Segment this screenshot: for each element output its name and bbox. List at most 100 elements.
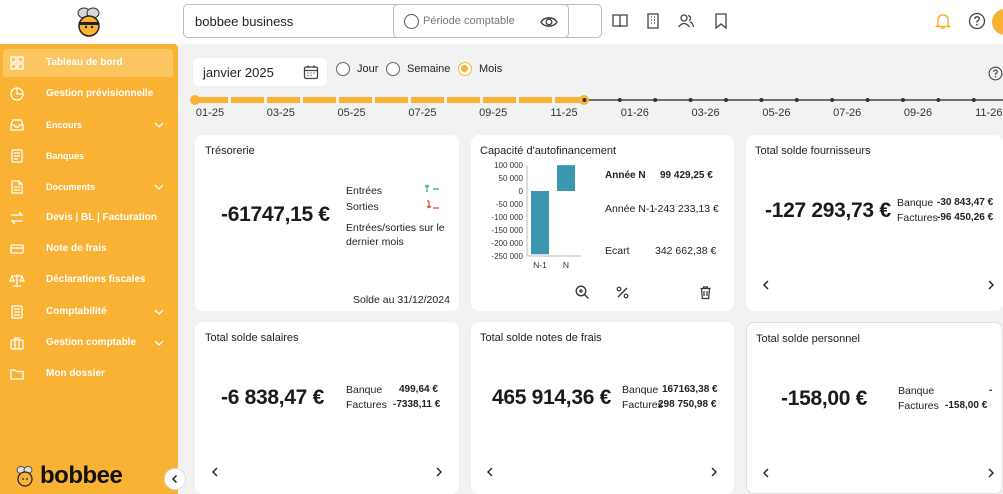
sidebar-item-comptabilite[interactable]: Comptabilité xyxy=(3,298,173,326)
calendar-icon[interactable] xyxy=(303,64,319,80)
timeline-label[interactable]: 05-26 xyxy=(762,107,791,119)
timeline-label[interactable]: 11-26 xyxy=(975,107,1003,119)
zoom-in-icon[interactable] xyxy=(575,285,590,300)
timeline-label[interactable]: 07-26 xyxy=(833,107,862,119)
x-tick-label: N-1 xyxy=(533,260,547,270)
radio-jour-label: Jour xyxy=(357,63,379,75)
date-picker[interactable]: janvier 2025 xyxy=(193,58,327,86)
exchange-icon xyxy=(10,211,24,225)
radio-mois-label: Mois xyxy=(479,63,503,75)
sidebar-item-documents[interactable]: Documents xyxy=(3,173,173,201)
annee-n-value: 99 429,25 € xyxy=(660,170,713,181)
bell-icon[interactable] xyxy=(934,12,952,30)
radio-jour[interactable] xyxy=(336,62,350,76)
sidebar-item-banques[interactable]: Banques xyxy=(3,142,173,170)
briefcase-icon xyxy=(10,337,24,350)
bookmark-icon[interactable] xyxy=(712,12,730,30)
sidebar-item-declarations-fiscales[interactable]: Déclarations fiscales xyxy=(3,266,173,294)
sidebar-item-tableau-de-bord[interactable]: Tableau de bord xyxy=(3,49,173,77)
timeline-label[interactable]: 01-26 xyxy=(620,107,649,119)
percent-icon[interactable] xyxy=(615,285,630,300)
timeline-dot[interactable] xyxy=(901,98,905,102)
timeline-label[interactable]: 11-25 xyxy=(550,107,578,119)
collapse-sidebar-button[interactable] xyxy=(164,468,186,490)
sidebar-item-note-de-frais[interactable]: Note de frais xyxy=(3,235,173,263)
banque-label: Banque xyxy=(346,384,383,396)
building-icon[interactable] xyxy=(644,12,662,30)
sidebar-item-label: Comptabilité xyxy=(46,306,107,317)
radio-semaine[interactable] xyxy=(386,62,400,76)
period-radio[interactable] xyxy=(404,14,419,29)
sidebar-item-label: Encours xyxy=(46,120,83,130)
chevron-left-icon[interactable] xyxy=(760,279,772,291)
timeline-dot[interactable] xyxy=(936,98,941,102)
timeline-dot[interactable] xyxy=(971,98,976,102)
factures-label: Factures xyxy=(897,212,938,224)
fournisseurs-amount: -127 293,73 € xyxy=(765,199,891,222)
timeline-start-handle[interactable] xyxy=(190,95,200,105)
factures-label: Factures xyxy=(346,399,387,411)
help-icon[interactable] xyxy=(988,66,1003,81)
bar-n-1 xyxy=(531,191,549,255)
card-title: Capacité d'autofinancement xyxy=(480,145,617,157)
timeline-dot[interactable] xyxy=(582,98,587,102)
timeline[interactable]: 01-25 03-25 05-25 07-25 09-25 11-25 01-26 03-26… xyxy=(190,92,1003,122)
timeline-dot[interactable] xyxy=(830,98,835,102)
chevron-left-icon[interactable] xyxy=(484,466,496,478)
tresorerie-footer: Solde au 31/12/2024 xyxy=(353,294,450,306)
arrow-out-icon xyxy=(426,200,439,209)
timeline-track[interactable] xyxy=(190,92,1003,106)
chart-axis xyxy=(526,165,581,257)
chevron-left-icon[interactable] xyxy=(760,467,772,479)
banque-label: Banque xyxy=(622,384,659,396)
period-selector[interactable]: Période comptable xyxy=(393,4,602,38)
sidebar-item-gestion-comptable[interactable]: Gestion comptable xyxy=(3,329,173,357)
banque-value: 167163,38 € xyxy=(662,384,718,395)
chevron-left-icon xyxy=(171,474,178,484)
card-title: Trésorerie xyxy=(205,145,255,157)
timeline-dot[interactable] xyxy=(865,98,870,102)
trash-icon[interactable] xyxy=(698,285,713,300)
sidebar-item-mon-dossier[interactable]: Mon dossier xyxy=(3,360,173,388)
chevron-left-icon[interactable] xyxy=(209,466,221,478)
factures-value: -7338,11 € xyxy=(393,399,441,410)
help-icon[interactable] xyxy=(968,12,986,30)
timeline-label[interactable]: 01-25 xyxy=(195,107,225,119)
radio-mois[interactable] xyxy=(458,62,472,76)
timeline-dot[interactable] xyxy=(688,98,693,102)
chevron-right-icon[interactable] xyxy=(433,466,445,478)
timeline-dot[interactable] xyxy=(617,98,622,102)
chevron-right-icon[interactable] xyxy=(708,466,720,478)
company-selector[interactable]: bobbee business xyxy=(183,4,569,38)
bank-icon xyxy=(11,149,23,163)
timeline-dot[interactable] xyxy=(724,98,728,102)
sidebar-item-gestion-previsionnelle[interactable]: Gestion prévisionnelle xyxy=(3,80,173,108)
chevron-right-icon[interactable] xyxy=(985,279,997,291)
users-icon[interactable] xyxy=(677,12,695,30)
tresorerie-amount: -61747,15 € xyxy=(221,203,330,226)
bee-logo-icon[interactable] xyxy=(72,6,106,38)
sidebar-item-label: Banques xyxy=(46,151,85,161)
timeline-dot[interactable] xyxy=(759,98,764,102)
sidebar-item-devis-bl-facturation[interactable]: Devis | BL | Facturation xyxy=(3,204,173,232)
timeline-dot[interactable] xyxy=(653,98,658,102)
sidebar-item-label: Tableau de bord xyxy=(46,57,123,68)
folder-icon xyxy=(10,369,24,380)
book-icon[interactable] xyxy=(611,12,629,30)
chevron-down-icon[interactable] xyxy=(153,337,165,349)
chevron-right-icon[interactable] xyxy=(985,467,997,479)
chevron-down-icon[interactable] xyxy=(153,306,165,318)
timeline-label[interactable]: 05-25 xyxy=(337,107,366,119)
chevron-down-icon[interactable] xyxy=(153,181,165,193)
timeline-label[interactable]: 09-25 xyxy=(479,107,508,119)
timeline-label[interactable]: 09-26 xyxy=(903,107,933,119)
sidebar-item-encours[interactable]: Encours xyxy=(3,111,173,139)
timeline-label[interactable]: 07-25 xyxy=(408,107,437,119)
chevron-down-icon[interactable] xyxy=(153,119,165,131)
timeline-label[interactable]: 03-25 xyxy=(266,107,295,119)
timeline-label[interactable]: 03-26 xyxy=(691,107,720,119)
user-avatar[interactable] xyxy=(992,9,1003,35)
timeline-dot[interactable] xyxy=(794,98,799,102)
sidebar: Tableau de bord Gestion prévisionnelle Enc… xyxy=(0,0,186,494)
eye-icon[interactable] xyxy=(540,13,558,31)
